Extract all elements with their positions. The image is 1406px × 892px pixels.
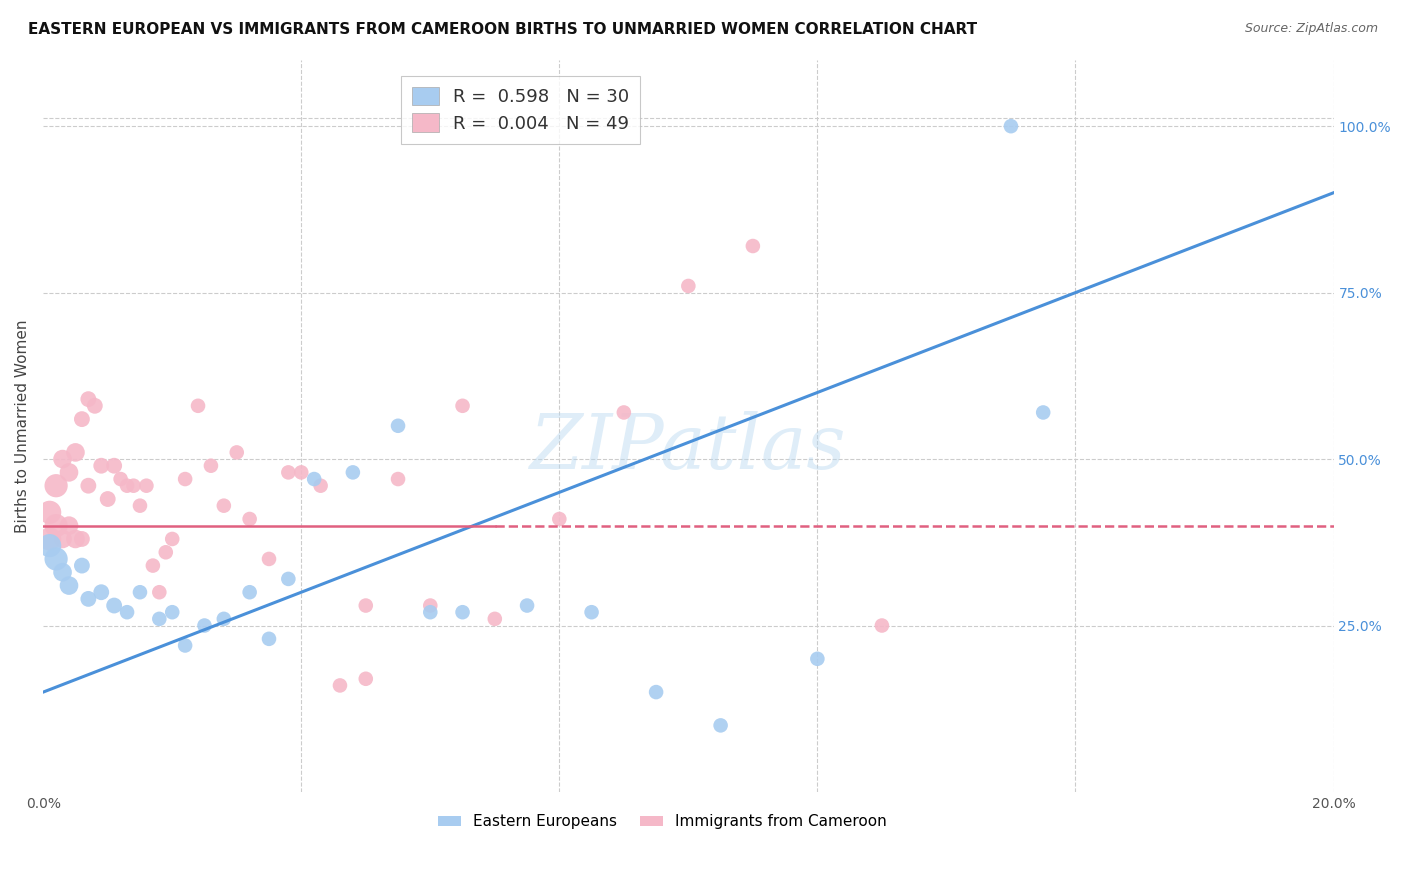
Point xyxy=(239,585,262,599)
Point xyxy=(290,466,312,480)
Point xyxy=(419,605,441,619)
Point xyxy=(115,479,138,493)
Point xyxy=(51,566,73,580)
Point xyxy=(103,599,125,613)
Point xyxy=(187,399,209,413)
Point xyxy=(257,552,280,566)
Point xyxy=(678,279,700,293)
Point xyxy=(129,585,152,599)
Point xyxy=(38,505,60,519)
Point xyxy=(645,685,668,699)
Point xyxy=(484,612,506,626)
Legend: Eastern Europeans, Immigrants from Cameroon: Eastern Europeans, Immigrants from Camer… xyxy=(432,808,893,836)
Point xyxy=(77,392,100,406)
Point xyxy=(329,678,352,692)
Point xyxy=(70,412,93,426)
Point xyxy=(806,652,828,666)
Point xyxy=(277,572,299,586)
Text: ZIPatlas: ZIPatlas xyxy=(530,410,846,484)
Point xyxy=(148,585,170,599)
Point xyxy=(581,605,603,619)
Y-axis label: Births to Unmarried Women: Births to Unmarried Women xyxy=(15,319,30,533)
Point xyxy=(51,452,73,467)
Point xyxy=(741,239,763,253)
Point xyxy=(45,479,67,493)
Point xyxy=(174,639,197,653)
Point xyxy=(77,591,100,606)
Point xyxy=(51,532,73,546)
Point xyxy=(212,612,235,626)
Point xyxy=(110,472,132,486)
Point xyxy=(239,512,262,526)
Point xyxy=(277,466,299,480)
Point xyxy=(212,499,235,513)
Point xyxy=(103,458,125,473)
Point xyxy=(1032,405,1054,419)
Point xyxy=(1000,119,1022,133)
Point xyxy=(90,585,112,599)
Point xyxy=(97,491,120,506)
Point xyxy=(710,718,733,732)
Point xyxy=(309,479,332,493)
Point xyxy=(65,532,87,546)
Point xyxy=(451,399,474,413)
Point xyxy=(419,599,441,613)
Point xyxy=(200,458,222,473)
Point xyxy=(38,539,60,553)
Point xyxy=(548,512,571,526)
Point xyxy=(38,532,60,546)
Point xyxy=(451,605,474,619)
Point xyxy=(45,518,67,533)
Point xyxy=(70,532,93,546)
Point xyxy=(65,445,87,459)
Point xyxy=(354,599,377,613)
Point xyxy=(613,405,636,419)
Point xyxy=(58,578,80,592)
Point xyxy=(135,479,157,493)
Point xyxy=(155,545,177,559)
Point xyxy=(129,499,152,513)
Point xyxy=(342,466,364,480)
Point xyxy=(160,605,183,619)
Point xyxy=(174,472,197,486)
Point xyxy=(387,472,409,486)
Point xyxy=(148,612,170,626)
Point xyxy=(45,552,67,566)
Point xyxy=(58,466,80,480)
Point xyxy=(516,599,538,613)
Point xyxy=(225,445,247,459)
Point xyxy=(302,472,325,486)
Point xyxy=(70,558,93,573)
Text: Source: ZipAtlas.com: Source: ZipAtlas.com xyxy=(1244,22,1378,36)
Point xyxy=(257,632,280,646)
Point xyxy=(387,418,409,433)
Point xyxy=(83,399,105,413)
Text: EASTERN EUROPEAN VS IMMIGRANTS FROM CAMEROON BIRTHS TO UNMARRIED WOMEN CORRELATI: EASTERN EUROPEAN VS IMMIGRANTS FROM CAME… xyxy=(28,22,977,37)
Point xyxy=(77,479,100,493)
Point xyxy=(193,618,215,632)
Point xyxy=(160,532,183,546)
Point xyxy=(142,558,165,573)
Point xyxy=(870,618,893,632)
Point xyxy=(58,518,80,533)
Point xyxy=(90,458,112,473)
Point xyxy=(122,479,145,493)
Point xyxy=(354,672,377,686)
Point xyxy=(115,605,138,619)
